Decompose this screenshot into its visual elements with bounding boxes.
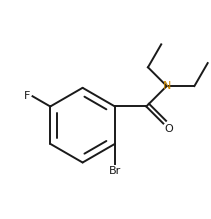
Text: Br: Br <box>109 166 121 176</box>
Text: N: N <box>162 81 171 91</box>
Text: O: O <box>165 124 173 134</box>
Text: F: F <box>24 91 31 101</box>
